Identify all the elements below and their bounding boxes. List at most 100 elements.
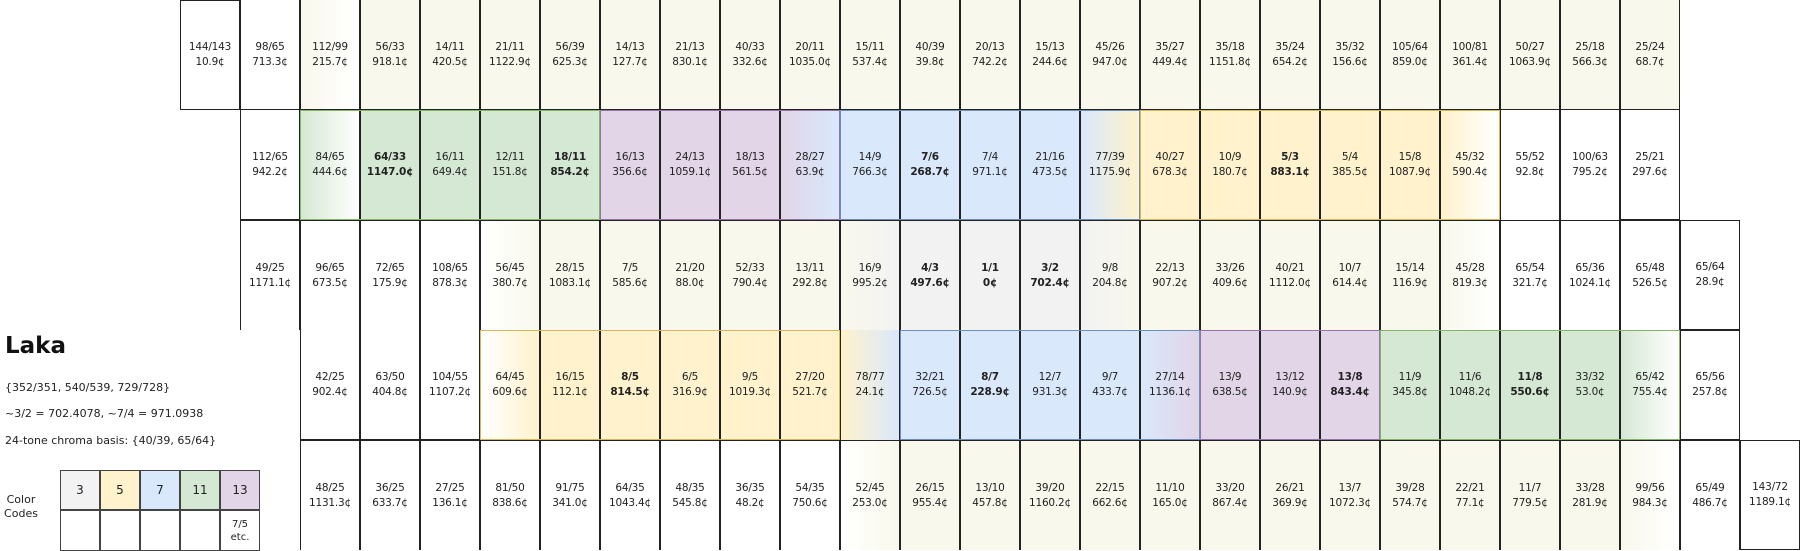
cents-label: 1043.4¢ xyxy=(608,496,652,509)
ratio-label: 12/7 xyxy=(1038,371,1062,383)
lattice-cell: 25/18 566.3¢ xyxy=(1560,0,1620,110)
lattice-cell: 28/27 63.9¢ xyxy=(780,110,840,220)
ratio-label: 143/72 xyxy=(1752,481,1788,493)
cents-label: 854.2¢ xyxy=(550,166,590,178)
ratio-label: 13/7 xyxy=(1338,481,1362,494)
ratio-label: 27/25 xyxy=(435,481,465,494)
ratio-label: 39/28 xyxy=(1395,481,1425,494)
ratio-label: 108/65 xyxy=(432,261,468,274)
cents-label: 457.8¢ xyxy=(972,496,1008,509)
lattice-cell: 22/15 662.6¢ xyxy=(1080,440,1140,550)
cents-label: 345.8¢ xyxy=(1392,386,1428,398)
ratio-label: 78/77 xyxy=(855,371,885,383)
lattice-cell: 64/35 1043.4¢ xyxy=(600,440,660,550)
lattice-cell: 9/5 1019.3¢ xyxy=(720,330,780,440)
cents-label: 332.6¢ xyxy=(732,55,768,68)
cents-label: 625.3¢ xyxy=(552,55,588,68)
cents-label: 39.8¢ xyxy=(915,55,945,68)
legend-label-line: Codes xyxy=(4,507,38,520)
cents-label: 947.0¢ xyxy=(1092,55,1128,68)
ratio-label: 54/35 xyxy=(795,481,825,494)
cents-label: 356.6¢ xyxy=(612,166,648,178)
lattice-cell: 35/27 449.4¢ xyxy=(1140,0,1200,110)
lattice-cell: 1/1 0¢ xyxy=(960,220,1020,330)
ratio-label: 15/8 xyxy=(1398,151,1422,163)
cents-label: 1107.2¢ xyxy=(428,385,472,398)
legend-note: etc. xyxy=(230,531,250,543)
ratio-label: 33/20 xyxy=(1215,481,1245,494)
lattice-cell: 27/20 521.7¢ xyxy=(780,330,840,440)
ratio-label: 48/25 xyxy=(315,481,345,494)
ratio-label: 15/14 xyxy=(1395,261,1425,274)
cents-label: 878.3¢ xyxy=(432,276,468,289)
cents-label: 521.7¢ xyxy=(792,386,828,398)
cents-label: 88.0¢ xyxy=(675,276,705,289)
lattice-cell: 20/13 742.2¢ xyxy=(960,0,1020,110)
ratio-label: 1/1 xyxy=(981,261,999,274)
cents-label: 550.6¢ xyxy=(1510,386,1550,398)
ratio-label: 9/5 xyxy=(741,371,759,383)
ratio-label: 65/36 xyxy=(1575,261,1605,274)
lattice-cell: 15/8 1087.9¢ xyxy=(1380,110,1440,220)
lattice-cell: 98/65 713.3¢ xyxy=(240,0,300,110)
lattice-cell: 8/7 228.9¢ xyxy=(960,330,1020,440)
ratio-label: 105/64 xyxy=(1392,40,1428,53)
cents-label: 984.3¢ xyxy=(1632,496,1668,509)
lattice-cell: 56/45 380.7¢ xyxy=(480,220,540,330)
cents-label: 673.5¢ xyxy=(312,276,348,289)
ratio-label: 25/24 xyxy=(1635,40,1665,53)
cents-label: 537.4¢ xyxy=(852,55,888,68)
lattice-cell: 7/6 268.7¢ xyxy=(900,110,960,220)
lattice-cell: 100/63 795.2¢ xyxy=(1560,110,1620,220)
legend-label: Color Codes xyxy=(0,493,42,521)
lattice-cell: 25/24 68.7¢ xyxy=(1620,0,1680,110)
cents-label: 795.2¢ xyxy=(1572,166,1608,178)
lattice-cell: 8/5 814.5¢ xyxy=(600,330,660,440)
lattice-cell: 15/13 244.6¢ xyxy=(1020,0,1080,110)
chroma-basis: 24-tone chroma basis: {40/39, 65/64} xyxy=(5,434,217,447)
ratio-label: 27/14 xyxy=(1155,371,1185,383)
lattice-cell: 40/27 678.3¢ xyxy=(1140,110,1200,220)
lattice-cell: 104/55 1107.2¢ xyxy=(420,330,480,440)
legend-swatch-5: 5 xyxy=(100,470,140,510)
cents-label: 341.0¢ xyxy=(552,496,588,509)
ratio-label: 52/45 xyxy=(855,481,885,494)
ratio-label: 15/13 xyxy=(1035,40,1065,53)
ratio-label: 65/56 xyxy=(1695,371,1725,383)
cents-label: 931.3¢ xyxy=(1032,386,1068,398)
lattice-cell: 13/7 1072.3¢ xyxy=(1320,440,1380,550)
lattice-cell: 78/77 24.1¢ xyxy=(840,330,900,440)
ratio-label: 32/21 xyxy=(915,371,945,383)
lattice-cell: 16/9 995.2¢ xyxy=(840,220,900,330)
lattice-cell: 54/35 750.6¢ xyxy=(780,440,840,550)
lattice-cell: 72/65 175.9¢ xyxy=(360,220,420,330)
ratio-label: 11/10 xyxy=(1155,481,1185,494)
ratio-label: 64/35 xyxy=(615,481,645,494)
lattice-cell: 12/11 151.8¢ xyxy=(480,110,540,220)
legend-example-cell: 7/5 etc. xyxy=(220,510,260,551)
cents-label: 1131.3¢ xyxy=(308,496,352,509)
cents-label: 165.0¢ xyxy=(1152,496,1188,509)
cents-label: 204.8¢ xyxy=(1092,276,1128,289)
cents-label: 790.4¢ xyxy=(732,276,768,289)
lattice-cell: 18/13 561.5¢ xyxy=(720,110,780,220)
cents-label: 526.5¢ xyxy=(1632,276,1668,289)
ratio-label: 42/25 xyxy=(315,370,345,383)
ratio-label: 56/39 xyxy=(555,40,585,53)
cents-label: 942.2¢ xyxy=(252,165,288,178)
lattice-cell: 5/4 385.5¢ xyxy=(1320,110,1380,220)
lattice-cell: 21/13 830.1¢ xyxy=(660,0,720,110)
lattice-cell: 40/39 39.8¢ xyxy=(900,0,960,110)
cents-label: 755.4¢ xyxy=(1632,385,1668,398)
cents-label: 316.9¢ xyxy=(672,386,708,398)
cents-label: 1087.9¢ xyxy=(1388,166,1432,178)
cents-label: 742.2¢ xyxy=(972,55,1008,68)
cents-label: 112.1¢ xyxy=(552,386,588,398)
lattice-cell: 33/26 409.6¢ xyxy=(1200,220,1260,330)
ratio-label: 5/3 xyxy=(1281,151,1299,163)
lattice-cell: 6/5 316.9¢ xyxy=(660,330,720,440)
cents-label: 433.7¢ xyxy=(1092,386,1128,398)
lattice-cell: 14/9 766.3¢ xyxy=(840,110,900,220)
ratio-label: 18/11 xyxy=(553,151,587,163)
